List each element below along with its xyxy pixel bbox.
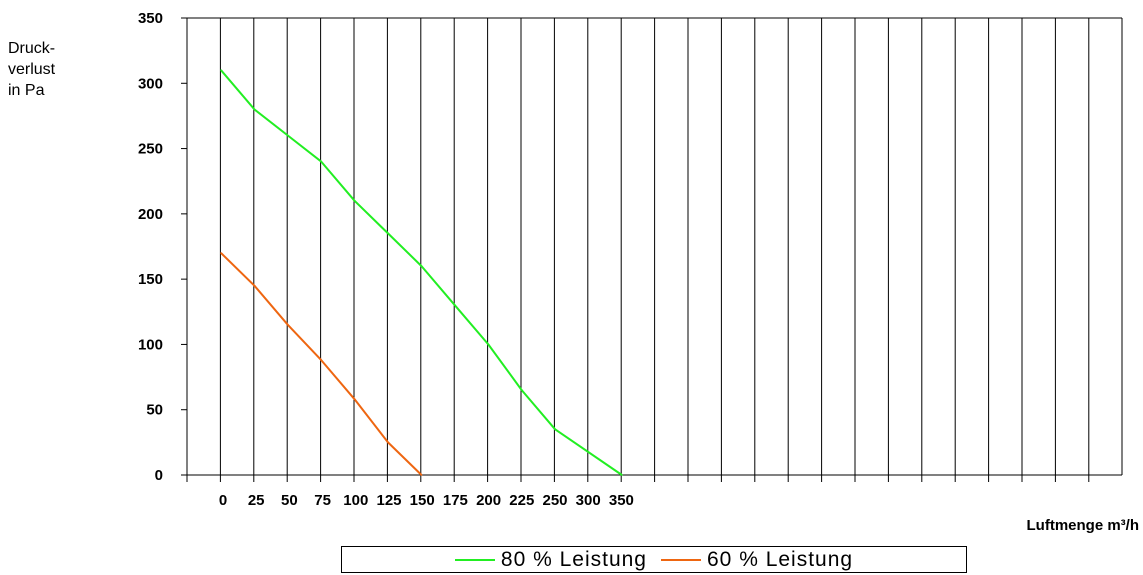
x-tick-label: 50 [281,492,298,509]
series-point-0 [253,108,256,111]
series-line-0 [220,69,623,476]
x-tick-label: 0 [219,492,227,509]
series-point-0 [353,200,356,202]
series-point-0 [487,343,490,346]
series-point-0 [420,265,423,267]
y-tick-label: 150 [138,271,163,288]
y-axis-label: Druck- verlust in Pa [8,38,55,101]
series-point-0 [621,474,623,476]
series-point-0 [554,428,556,431]
y-axis-label-line: in Pa [8,82,45,99]
x-axis-label: Luftmenge m³/h [1027,517,1140,534]
series-point-0 [387,232,389,235]
y-axis-label-line: verlust [8,61,56,78]
y-tick-label: 350 [138,10,163,27]
y-axis-label-line: Druck- [8,40,56,57]
y-tick-label: 50 [146,402,163,419]
x-tick-label: 300 [576,492,601,509]
x-tick-label: 150 [410,492,435,509]
series-point-0 [220,69,222,71]
x-tick-label: 25 [248,492,265,509]
legend-item-80: 80 % Leistung [454,547,647,572]
x-tick-label: 250 [542,492,567,509]
series-point-1 [253,284,256,287]
legend: 80 % Leistung 60 % Leistung [341,546,967,573]
series-point-1 [287,324,289,326]
y-tick-label: 300 [138,75,163,92]
x-tick-label: 350 [609,492,634,509]
series-point-1 [420,474,423,476]
series-point-0 [454,304,456,307]
series-point-1 [387,441,389,444]
y-tick-label: 100 [138,336,163,353]
legend-label-80: 80 % Leistung [500,547,647,571]
series-point-0 [520,389,523,391]
series-point-1 [320,359,323,361]
x-tick-label: 75 [314,492,331,509]
legend-swatch-80 [454,558,495,561]
x-tick-label: 200 [476,492,501,509]
y-tick-label: 200 [138,206,163,223]
legend-swatch-60 [661,558,701,561]
series-line-1 [220,252,423,476]
series-point-0 [320,160,323,163]
x-tick-label: 175 [443,492,468,509]
x-tick-label: 225 [509,492,534,509]
series-point-1 [220,252,222,254]
series-point-0 [287,134,289,137]
series-point-1 [353,398,356,401]
x-tick-label: 100 [343,492,368,509]
x-tick-label: 125 [376,492,401,509]
legend-label-60: 60 % Leistung [707,547,854,571]
y-tick-label: 0 [155,467,163,484]
y-tick-label: 250 [138,141,163,158]
legend-item-60: 60 % Leistung [661,548,853,572]
